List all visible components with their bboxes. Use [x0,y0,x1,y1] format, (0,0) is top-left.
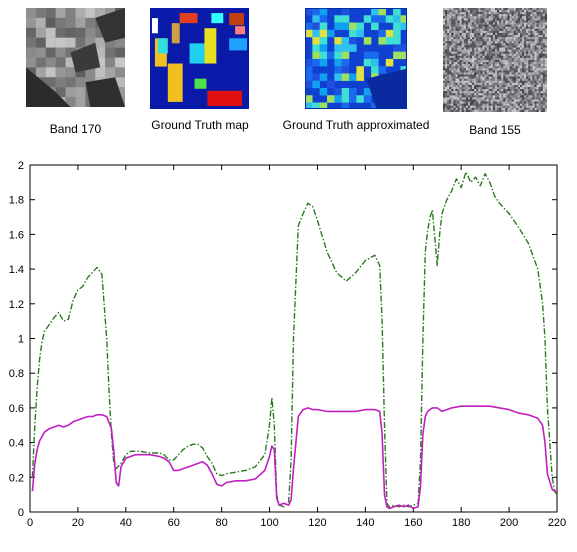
ground-truth-approximated-caption: Ground Truth approximated [282,118,430,132]
band-170-caption: Band 170 [49,122,102,136]
y-tick-label: 0.8 [9,368,24,380]
x-tick-label: 200 [500,517,518,529]
y-tick-label: 1.4 [9,264,24,276]
y-tick-label: 1.8 [9,195,24,207]
y-tick-label: 0.6 [9,403,24,415]
ground-truth-map-caption: Ground Truth map [151,118,249,132]
x-tick-label: 220 [548,517,566,529]
x-tick-label: 180 [452,517,470,529]
y-tick-label: 1.6 [9,229,24,241]
band-155-caption: Band 155 [469,123,521,137]
x-tick-label: 0 [27,517,33,529]
x-tick-label: 40 [120,517,132,529]
spectral-line-chart: 0 20 40 60 80 100 120 140 160 180 200 220 0 0.2 0.4 0.6… [9,160,566,529]
band-170-image [26,8,125,107]
y-tick-label: 1.2 [9,299,24,311]
y-tick-label: 0.2 [9,472,24,484]
x-tick-label: 60 [168,517,180,529]
x-tick-label: 20 [72,517,84,529]
ground-truth-approximated-image [305,8,407,109]
x-tick-label: 160 [404,517,422,529]
x-tick-label: 140 [356,517,374,529]
series-line-dashdot [31,171,558,508]
series-line-solid [31,405,557,510]
band-155-image [443,8,547,112]
y-tick-label: 2 [18,160,24,172]
y-tick-label: 0 [18,507,24,519]
x-tick-label: 100 [260,517,278,529]
series-lines [31,171,558,510]
x-tick-label: 120 [308,517,326,529]
y-tick-label: 1 [18,334,24,346]
x-tick-label: 80 [216,517,228,529]
y-tick-label: 0.4 [9,438,24,450]
ground-truth-map-image [150,8,249,109]
axis-ticks: 0 20 40 60 80 100 120 140 160 180 200 220 0 0.2 0.4 0.6… [9,160,566,529]
